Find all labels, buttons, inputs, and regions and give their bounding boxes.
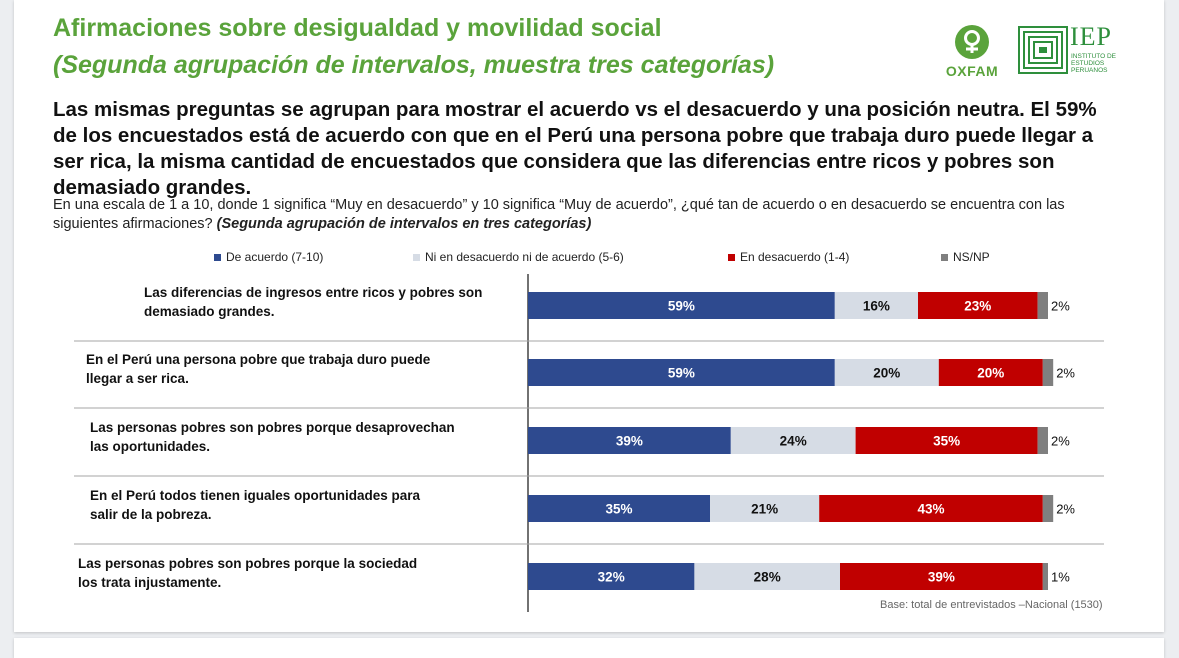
bar-segment	[1037, 427, 1048, 454]
category-label: En el Perú todos tienen iguales oportuni…	[90, 488, 421, 522]
legend-swatch	[413, 253, 420, 261]
data-label: 32%	[598, 570, 625, 585]
iep-logo-icon	[1018, 26, 1068, 74]
legend-swatch	[728, 253, 735, 261]
category-label: Las personas pobres son pobres porque de…	[90, 420, 455, 454]
data-label: 2%	[1056, 502, 1075, 517]
data-label: 23%	[964, 299, 991, 314]
legend-swatch	[214, 253, 221, 261]
legend-label: De acuerdo (7-10)	[226, 250, 324, 264]
iep-logo-text: IEP	[1070, 22, 1112, 51]
bar-segment	[834, 359, 939, 386]
bar-segment	[1042, 563, 1048, 590]
category-label: Las personas pobres son pobres porque la…	[78, 556, 417, 590]
bar-segment	[730, 427, 856, 454]
data-label: 35%	[933, 434, 960, 449]
bar-segment	[840, 563, 1043, 590]
data-label: 35%	[605, 502, 632, 517]
page-title: Afirmaciones sobre desigualdad y movilid…	[53, 14, 662, 42]
chart-legend: De acuerdo (7-10) Ni en desacuerdo ni de…	[14, 250, 1164, 266]
data-label: 28%	[754, 570, 781, 585]
legend-item-disagree: En desacuerdo (1-4)	[728, 250, 849, 264]
data-label: 21%	[751, 502, 778, 517]
iep-logo-line1: INSTITUTO DE	[1071, 53, 1117, 60]
data-label: 2%	[1051, 434, 1070, 449]
oxfam-logo-icon	[955, 25, 989, 59]
iep-logo-line3: PERUANOS	[1071, 67, 1108, 74]
bar-segment	[918, 292, 1038, 319]
legend-item-neutral: Ni en desacuerdo ni de acuerdo (5-6)	[413, 250, 624, 264]
iep-logo-line2: ESTUDIOS	[1071, 60, 1105, 67]
legend-label: En desacuerdo (1-4)	[740, 250, 850, 264]
data-label: 16%	[863, 299, 890, 314]
slide: Afirmaciones sobre desigualdad y movilid…	[14, 0, 1164, 632]
data-label: 43%	[917, 502, 944, 517]
data-label: 20%	[873, 366, 900, 381]
next-slide-edge	[14, 638, 1164, 658]
bar-segment	[938, 359, 1043, 386]
legend-swatch	[941, 253, 948, 261]
data-label: 2%	[1056, 366, 1075, 381]
bar-segment	[1042, 359, 1054, 386]
base-footnote: Base: total de entrevistados –Nacional (…	[880, 599, 1103, 611]
bar-segment	[710, 495, 820, 522]
oxfam-logo-text: OXFAM	[945, 63, 999, 79]
data-label: 59%	[668, 299, 695, 314]
bar-segment	[694, 563, 840, 590]
survey-question-emphasis: (Segunda agrupación de intervalos en tre…	[216, 216, 592, 232]
data-label: 39%	[928, 570, 955, 585]
bar-segment	[528, 495, 710, 522]
headline: Las mismas preguntas se agrupan para mos…	[53, 98, 1097, 199]
bar-segment	[528, 427, 731, 454]
data-label: 20%	[977, 366, 1004, 381]
survey-question-text: En una escala de 1 a 10, donde 1 signifi…	[53, 197, 1065, 232]
survey-question: En una escala de 1 a 10, donde 1 signifi…	[53, 196, 1133, 234]
bar-segment	[528, 359, 835, 386]
legend-item-nsnp: NS/NP	[941, 250, 990, 264]
bar-segment	[1042, 495, 1054, 522]
data-label: 1%	[1051, 570, 1070, 585]
category-label: En el Perú una persona pobre que trabaja…	[86, 352, 431, 386]
bar-segment	[834, 292, 918, 319]
bar-segment	[1037, 292, 1048, 319]
category-label: Las diferencias de ingresos entre ricos …	[144, 285, 482, 319]
legend-label: NS/NP	[953, 250, 990, 264]
bar-segment	[819, 495, 1043, 522]
bar-segment	[528, 563, 695, 590]
bar-segment	[528, 292, 835, 319]
data-label: 39%	[616, 434, 643, 449]
bar-segment	[855, 427, 1038, 454]
legend-label: Ni en desacuerdo ni de acuerdo (5-6)	[425, 250, 624, 264]
data-label: 2%	[1051, 299, 1070, 314]
page-subtitle: (Segunda agrupación de intervalos, muest…	[53, 51, 775, 79]
stacked-bar-chart: Las diferencias de ingresos entre ricos …	[74, 274, 1104, 612]
data-label: 24%	[780, 434, 807, 449]
data-label: 59%	[668, 366, 695, 381]
legend-item-agree: De acuerdo (7-10)	[214, 250, 323, 264]
